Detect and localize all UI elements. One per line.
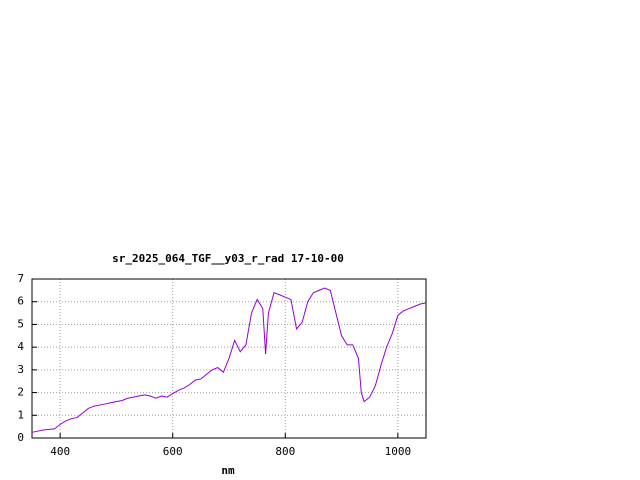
y-tick-label: 5 — [17, 317, 24, 330]
x-axis-label: nm — [221, 464, 235, 477]
chart-title: sr_2025_064_TGF__y03_r_rad 17-10-00 — [112, 252, 344, 265]
y-tick-label: 2 — [17, 386, 24, 399]
x-tick-label: 400 — [50, 445, 70, 458]
y-tick-label: 7 — [17, 272, 24, 285]
y-tick-label: 1 — [17, 408, 24, 421]
y-tick-label: 4 — [17, 340, 24, 353]
y-tick-label: 6 — [17, 295, 24, 308]
x-tick-label: 600 — [163, 445, 183, 458]
y-tick-label: 0 — [17, 431, 24, 444]
data-line — [31, 287, 427, 433]
x-tick-label: 1000 — [385, 445, 412, 458]
plot-frame — [31, 278, 427, 439]
y-tick-label: 3 — [17, 363, 24, 376]
x-tick-label: 800 — [275, 445, 295, 458]
